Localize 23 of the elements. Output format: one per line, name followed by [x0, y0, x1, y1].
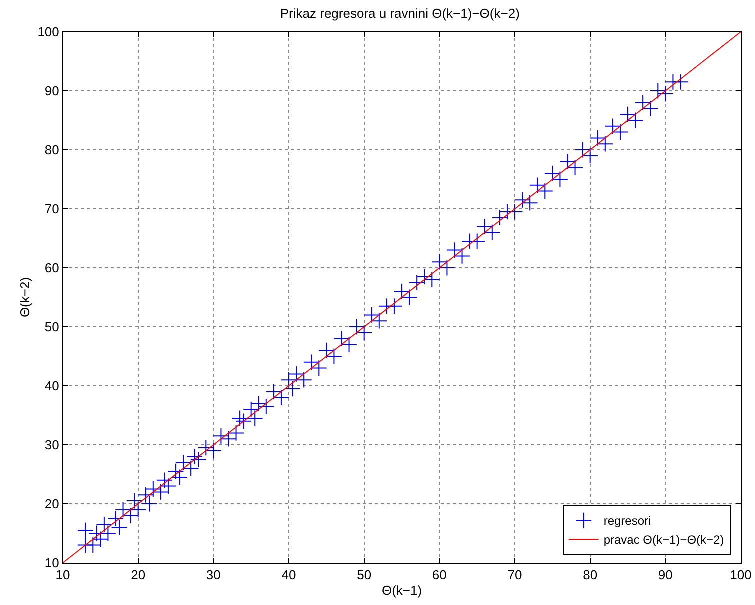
y-tick-label: 80 — [44, 142, 60, 158]
x-tick-label: 30 — [206, 568, 221, 583]
y-tick-label: 20 — [44, 496, 60, 512]
x-axis-title: Θ(k−1) — [382, 583, 422, 598]
y-tick-label: 60 — [44, 260, 60, 276]
x-tick-label: 80 — [583, 568, 598, 583]
legend-label: pravac Θ(k−1)−Θ(k−2) — [604, 533, 724, 548]
x-tick-label: 70 — [508, 568, 522, 583]
y-tick-label: 40 — [44, 378, 60, 394]
x-tick-label: 100 — [730, 568, 752, 583]
y-tick-label: 100 — [38, 24, 60, 40]
x-tick-label: 90 — [658, 568, 673, 583]
y-tick-label: 30 — [44, 438, 60, 453]
y-tick-label: 50 — [44, 320, 60, 335]
x-tick-label: 20 — [131, 568, 146, 583]
x-tick-label: 40 — [282, 568, 296, 583]
y-tick-label: 90 — [44, 84, 60, 99]
y-axis-title: Θ(k−2) — [18, 277, 33, 318]
y-tick-label: 70 — [44, 202, 60, 217]
x-tick-label: 50 — [357, 568, 372, 583]
legend-label: regresori — [604, 514, 652, 528]
chart-title: Prikaz regresora u ravnini Θ(k−1)−Θ(k−2) — [280, 6, 520, 22]
x-tick-label: 60 — [432, 568, 447, 583]
